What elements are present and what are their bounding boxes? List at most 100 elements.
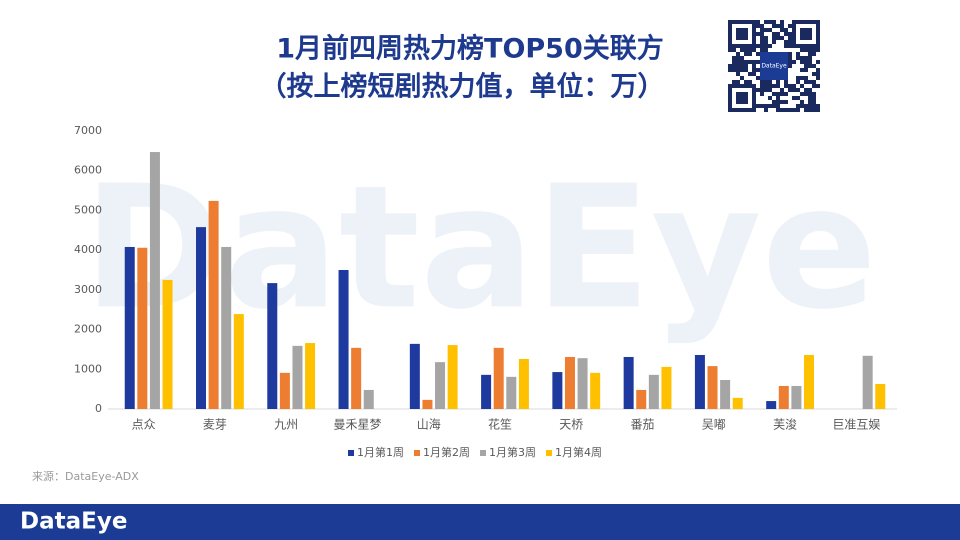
bar	[305, 343, 316, 409]
qr-finder	[736, 28, 748, 40]
qr-cell	[808, 60, 812, 64]
qr-cell	[808, 52, 812, 56]
qr-cell	[808, 108, 812, 112]
qr-cell	[800, 104, 804, 108]
qr-cell	[748, 60, 752, 64]
qr-cell	[736, 56, 740, 60]
qr-cell	[752, 64, 756, 68]
qr-cell	[760, 24, 764, 28]
qr-cell	[756, 104, 760, 108]
qr-cell	[768, 20, 772, 24]
qr-code: DataEye	[728, 20, 820, 112]
bar	[149, 152, 160, 409]
qr-cell	[784, 84, 788, 88]
bar	[493, 347, 504, 409]
qr-cell	[764, 48, 768, 52]
qr-cell	[808, 104, 812, 108]
qr-cell	[760, 28, 764, 32]
bar	[292, 345, 303, 409]
qr-cell	[812, 48, 816, 52]
qr-cell	[784, 108, 788, 112]
qr-cell	[804, 64, 808, 68]
qr-cell	[768, 80, 772, 84]
qr-cell	[732, 80, 736, 84]
qr-finder	[736, 92, 748, 104]
legend-label: 1月第4周	[555, 445, 602, 459]
y-tick-label: 1000	[74, 362, 102, 375]
bar	[506, 376, 517, 409]
bar	[338, 270, 349, 409]
qr-cell	[772, 92, 776, 96]
legend-label: 1月第3周	[489, 445, 536, 459]
qr-cell	[728, 68, 732, 72]
qr-cell	[816, 84, 820, 88]
footer-bar	[0, 504, 960, 540]
qr-cell	[792, 108, 796, 112]
bar	[791, 385, 802, 409]
qr-cell	[756, 52, 760, 56]
bar	[623, 356, 634, 409]
qr-cell	[812, 100, 816, 104]
qr-cell	[760, 84, 764, 88]
qr-cell	[732, 64, 736, 68]
qr-cell	[808, 92, 812, 96]
qr-cell	[748, 52, 752, 56]
qr-cell	[788, 88, 792, 92]
qr-cell	[784, 92, 788, 96]
qr-cell	[768, 88, 772, 92]
x-tick-label: 番茄	[631, 418, 655, 432]
qr-cell	[760, 104, 764, 108]
qr-cell	[816, 104, 820, 108]
qr-cell	[764, 88, 768, 92]
y-tick-label: 6000	[74, 164, 102, 177]
qr-cell	[764, 44, 768, 48]
qr-cell	[744, 48, 748, 52]
legend-swatch	[480, 450, 486, 456]
bar	[636, 389, 647, 409]
qr-cell	[784, 80, 788, 84]
qr-cell	[812, 64, 816, 68]
qr-cell	[792, 96, 796, 100]
qr-cell	[796, 52, 800, 56]
qr-cell	[816, 60, 820, 64]
chart-subtitle: （按上榜短剧热力值，单位：万）	[260, 71, 665, 103]
qr-cell	[776, 32, 780, 36]
qr-cell	[776, 84, 780, 88]
legend-swatch	[414, 450, 420, 456]
qr-cell	[780, 28, 784, 32]
qr-cell	[804, 48, 808, 52]
qr-cell	[804, 60, 808, 64]
qr-cell	[736, 60, 740, 64]
qr-cell	[784, 28, 788, 32]
qr-cell	[780, 20, 784, 24]
qr-cell	[760, 92, 764, 96]
qr-cell	[804, 108, 808, 112]
qr-cell	[780, 108, 784, 112]
qr-cell	[752, 68, 756, 72]
qr-cell	[736, 64, 740, 68]
qr-cell	[784, 40, 788, 44]
qr-cell	[804, 92, 808, 96]
qr-cell	[764, 104, 768, 108]
qr-cell	[788, 56, 792, 60]
qr-cell	[796, 108, 800, 112]
qr-cell	[812, 52, 816, 56]
qr-cell	[740, 76, 744, 80]
bar	[279, 372, 290, 409]
qr-cell	[796, 88, 800, 92]
qr-cell	[740, 64, 744, 68]
qr-cell	[744, 52, 748, 56]
qr-cell	[804, 80, 808, 84]
qr-cell	[752, 72, 756, 76]
bar	[363, 389, 374, 409]
source-note: 来源：DataEye-ADX	[32, 469, 139, 483]
qr-finder	[728, 84, 756, 112]
x-tick-label: 麦芽	[203, 418, 227, 432]
qr-cell	[748, 72, 752, 76]
bar	[590, 372, 601, 409]
legend-swatch	[546, 450, 552, 456]
qr-cell	[760, 44, 764, 48]
x-tick-label: 吴嘟	[702, 418, 726, 432]
qr-cell	[808, 48, 812, 52]
bar	[162, 279, 173, 409]
